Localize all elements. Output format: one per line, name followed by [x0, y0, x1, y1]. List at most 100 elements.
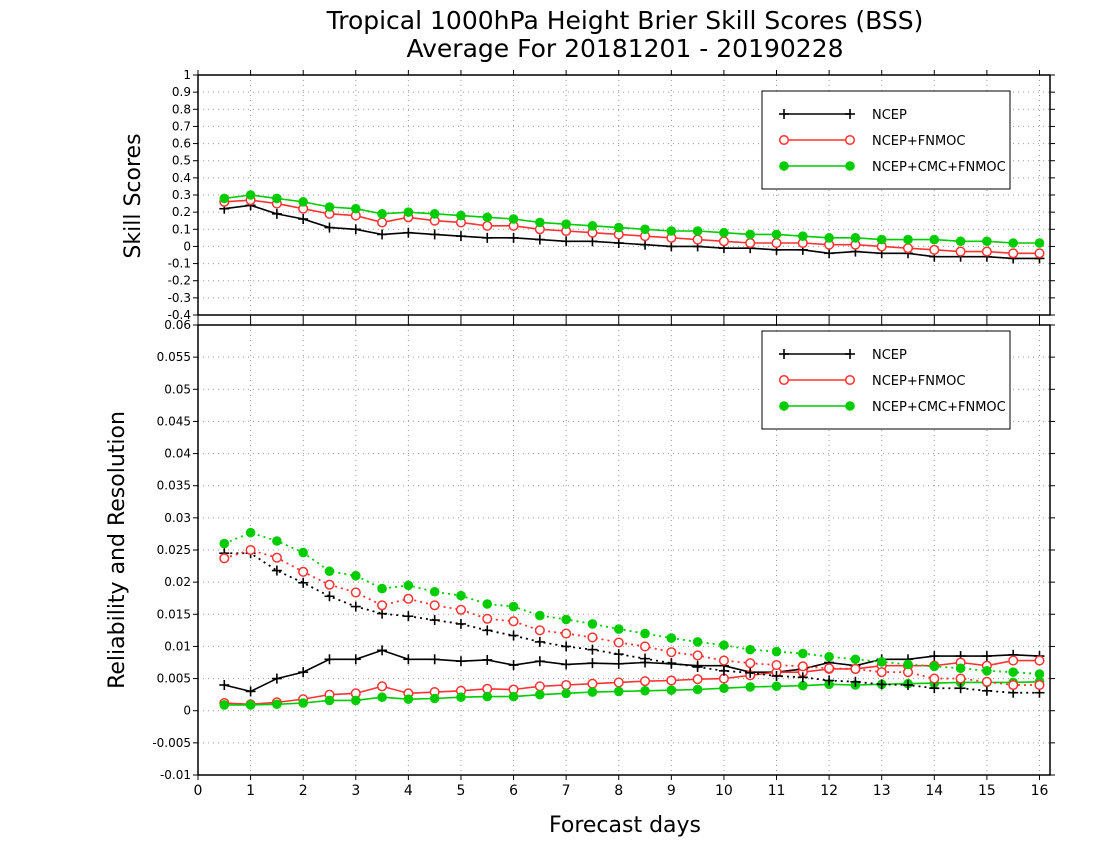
panel2-ncep-fnmoc-resolution-point [955, 673, 966, 684]
panel2-ncep-resolution-series [219, 548, 1045, 698]
panel1-legend-ncep-fnmoc-marker-start [778, 134, 790, 146]
panel2-ncep-cmc-fnmoc-resolution-point [982, 666, 992, 676]
panel2-ncep-fnmoc-resolution-point [1008, 679, 1019, 691]
panel2-ncep-cmc-fnmoc-resolution-point [272, 536, 282, 546]
panel1-ncep-cmc-fnmoc-point [219, 193, 230, 204]
panel2-ncep-cmc-fnmoc-reliability-point [666, 685, 677, 695]
panel1-ncep-cmc-fnmoc-point [403, 207, 414, 217]
skill-scores-panel: 1 0.9 0.8 0.7 0.6 0.5 0.4 0.3 0.2 0.1 0 -0.1 -0.2 -0.… [168, 68, 1055, 322]
panel2-ncep-reliability-line [224, 649, 1040, 693]
panel2-ncep-cmc-fnmoc-resolution-point [719, 640, 729, 650]
panel1-frame [197, 74, 1051, 316]
panel2-ncep-cmc-fnmoc-resolution-point [1034, 669, 1045, 679]
panel2-legend-ncep-fnmoc-marker-start [778, 374, 790, 386]
panel1-ncep-cmc-fnmoc-point [850, 233, 861, 243]
panel2-frame [197, 324, 1051, 776]
panel2-ncep-cmc-fnmoc-reliability-point [640, 685, 650, 696]
panel2-ncep-fnmoc-resolution-point [929, 673, 940, 684]
panel1-legend-ncep-cmc-fnmoc-label: NCEP+CMC+FNMOC [872, 160, 1006, 175]
panel2-ncep-fnmoc-reliability-point [534, 681, 545, 692]
panel1-ytick-label: -0.4 [168, 308, 191, 322]
panel2-ncep-fnmoc-reliability-point [639, 676, 651, 687]
panel2-ncep-cmc-fnmoc-resolution-point [429, 586, 440, 597]
panel1-ncep-cmc-fnmoc-point [640, 224, 650, 235]
panel2-ncep-cmc-fnmoc-reliability-point [272, 699, 282, 710]
x-tick-label: 4 [404, 783, 413, 799]
panel1-ncep-cmc-fnmoc-point [587, 221, 598, 231]
panel2-ncep-fnmoc-resolution-point [587, 632, 598, 643]
panel2-ncep-resolution-line [224, 552, 1040, 694]
panel2-ncep-fnmoc-resolution-point [981, 676, 992, 687]
panel1-ncep-fnmoc-point [718, 236, 729, 247]
panel1-ncep-fnmoc-point [929, 244, 940, 255]
panel2-ncep-reliability-series [219, 645, 1045, 697]
x-tick-label: 0 [194, 783, 203, 799]
panel2-ncep-fnmoc-resolution-point [613, 637, 624, 648]
panel1-ncep-fnmoc-series [219, 195, 1045, 259]
panel2-y-axis-title: Reliability and Resolution [105, 411, 130, 689]
panel2-ncep-cmc-fnmoc-resolution-point [508, 601, 519, 612]
panel2-legend-ncep-fnmoc-label: NCEP+FNMOC [872, 374, 965, 389]
panel2-ncep-fnmoc-resolution-point [429, 600, 440, 611]
panel2-ncep-fnmoc-resolution-point [666, 647, 677, 658]
panel2-ncep-cmc-fnmoc-reliability-point [613, 686, 624, 697]
x-tick-label: 10 [715, 783, 733, 799]
panel2-ncep-cmc-fnmoc-resolution-point [640, 628, 650, 639]
panel1-ncep-series [219, 200, 1045, 264]
panel2-ncep-cmc-fnmoc-reliability-point [324, 695, 335, 706]
panel2-ncep-cmc-fnmoc-resolution-point [850, 654, 861, 665]
panel1-ytick-label: -0.3 [168, 291, 191, 305]
panel2-ncep-cmc-fnmoc-reliability-point [535, 689, 545, 700]
panel1-ncep-cmc-fnmoc-series [219, 190, 1045, 248]
panel2-ncep-cmc-fnmoc-reliability-point [429, 693, 440, 704]
panel1-ncep-line [224, 204, 1040, 260]
panel2-ncep-fnmoc-resolution-point [219, 553, 230, 564]
panel2-ncep-cmc-fnmoc-reliability-point [298, 698, 308, 708]
panel1-ytick-label: 0.5 [172, 154, 191, 168]
x-tick-label: 16 [1031, 783, 1049, 799]
x-tick-label: 7 [562, 783, 571, 799]
panel1-legend-ncep-cmc-fnmoc-marker-start [779, 161, 789, 171]
panel1-ncep-cmc-fnmoc-point [982, 236, 992, 247]
panel2-ncep-fnmoc-reliability-point [613, 677, 624, 688]
panel2-ncep-fnmoc-reliability-point [692, 674, 703, 685]
x-tick-label: 5 [457, 783, 466, 799]
x-tick-label: 11 [768, 783, 786, 799]
panel2-ncep-fnmoc-resolution-point [639, 641, 651, 652]
chart-title-line2: Average For 20181201 - 20190228 [406, 34, 843, 63]
panel2-ncep-fnmoc-resolution-point [876, 667, 887, 678]
panel2-ncep-cmc-fnmoc-resolution-point [613, 624, 624, 634]
panel2-ncep-cmc-fnmoc-resolution-point [350, 570, 361, 581]
panel1-ncep-fnmoc-point [745, 237, 756, 249]
panel1-ncep-cmc-fnmoc-point [245, 190, 256, 200]
panel2-ncep-cmc-fnmoc-resolution-point [377, 583, 387, 594]
panel1-ncep-cmc-fnmoc-point [350, 203, 361, 214]
panel2-ncep-fnmoc-resolution-point [561, 628, 572, 639]
panel1-ncep-cmc-fnmoc-point [272, 193, 282, 204]
panel2-ytick-label: 0 [183, 704, 191, 718]
panel2-ncep-fnmoc-resolution-point [377, 600, 388, 611]
panel1-ncep-fnmoc-point [902, 243, 914, 254]
panel1-ncep-cmc-fnmoc-point [535, 217, 545, 228]
reliability-resolution-panel: 0.060.0550.050.0450.040.0350.030.0250.02… [152, 318, 1055, 799]
panel2-ncep-fnmoc-resolution-point [534, 625, 545, 636]
panel2-ytick-label: 0.005 [157, 672, 191, 686]
panel2-ncep-cmc-fnmoc-reliability-point [377, 692, 387, 703]
x-tick-label: 15 [978, 783, 996, 799]
panel1-ncep-cmc-fnmoc-point [955, 236, 966, 247]
panel2-ncep-fnmoc-resolution-point [745, 658, 756, 669]
panel1-ncep-cmc-fnmoc-point [719, 227, 729, 238]
panel2-legend-ncep-cmc-fnmoc-label: NCEP+CMC+FNMOC [872, 400, 1006, 415]
panel1-ncep-cmc-fnmoc-point [1008, 238, 1018, 248]
panel2-ncep-cmc-fnmoc-resolution-series [219, 527, 1045, 679]
panel2-ncep-fnmoc-resolution-point [850, 663, 861, 674]
panel1-ytick-label: 1 [183, 68, 191, 82]
panel2-ncep-cmc-fnmoc-resolution-point [876, 657, 887, 667]
panel2-ncep-cmc-fnmoc-reliability-point [561, 688, 571, 699]
panel1-ncep-cmc-fnmoc-point [561, 219, 571, 229]
panel2-ncep-cmc-fnmoc-resolution-point [903, 659, 913, 670]
panel1-ncep-cmc-fnmoc-point [745, 229, 756, 240]
panel2-ncep-cmc-fnmoc-resolution-point [456, 590, 466, 601]
panel1-ytick-label: 0.9 [172, 85, 191, 99]
